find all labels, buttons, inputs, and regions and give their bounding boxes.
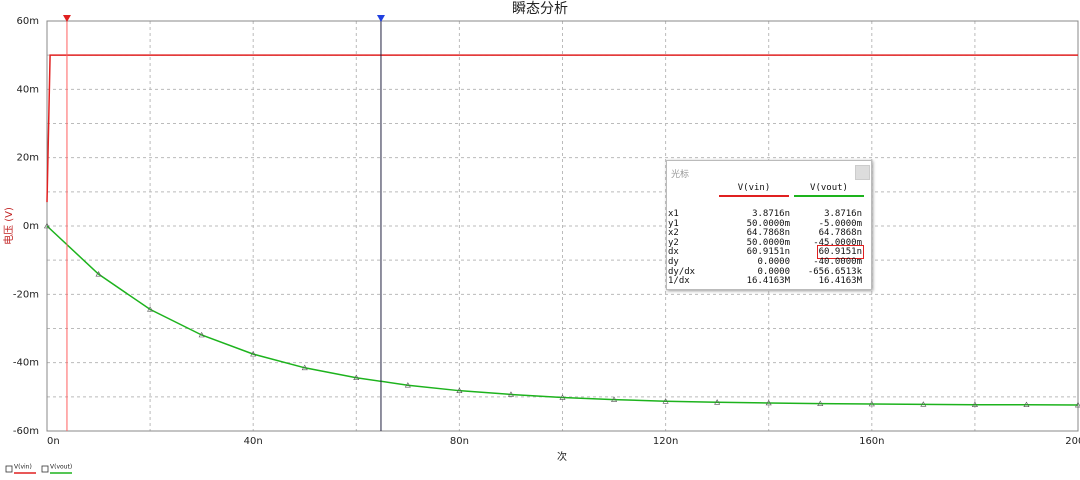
- panel-row: dy/dx 0.0000 -656.6513k: [668, 267, 868, 277]
- point-marker: [714, 399, 721, 405]
- panel-row: x2 64.7868n 64.7868n: [668, 228, 868, 238]
- x-tick-label: 200n: [1065, 436, 1080, 447]
- cell-value: -45.0000m: [813, 237, 862, 248]
- panel-row: y1 50.0000m -5.0000m: [668, 219, 868, 229]
- close-button[interactable]: [855, 165, 870, 180]
- cell-value: 64.7868n: [818, 228, 862, 239]
- point-marker: [817, 400, 824, 406]
- series-line: [46, 225, 1079, 406]
- y-tick-label: 60m: [17, 16, 39, 27]
- header-text: V(vout): [810, 183, 848, 193]
- cell-value: 3.8716n: [824, 209, 862, 219]
- cell-value: 60.9151n: [746, 247, 790, 258]
- cell-value: -40.0000m: [813, 257, 862, 267]
- point-marker: [971, 401, 978, 407]
- row-label: dy: [668, 257, 679, 267]
- point-marker: [147, 306, 154, 312]
- row-label: y2: [668, 237, 679, 248]
- y-tick-label: -40m: [13, 358, 39, 369]
- point-marker: [920, 401, 927, 407]
- cell-value: 0.0000: [757, 257, 790, 267]
- column-header: V(vout): [794, 183, 864, 197]
- y-tick-label: -60m: [13, 426, 39, 437]
- panel-row: dy 0.0000 -40.0000m: [668, 257, 868, 267]
- x-tick-label: 120n: [653, 436, 678, 447]
- column-header: V(vin): [719, 183, 789, 197]
- cell-value: 16.4163M: [818, 276, 862, 287]
- point-marker: [765, 399, 772, 406]
- legend-label: V(vout): [50, 464, 72, 471]
- point-marker: [198, 331, 205, 338]
- point-marker: [353, 374, 360, 380]
- point-marker: [95, 271, 102, 277]
- cell-value: 3.8716n: [752, 209, 790, 219]
- chart-title: 瞬态分析: [512, 1, 568, 17]
- cursor-panel[interactable]: 光标 V(vin) V(vout) x1 3.8716n 3.8716n y1 50.0…: [666, 160, 872, 290]
- point-marker: [559, 394, 566, 400]
- point-marker: [662, 398, 669, 404]
- cell-value: 64.7868n: [746, 228, 790, 239]
- panel-row: x1 3.8716n 3.8716n: [668, 209, 868, 219]
- y-tick-label: -20m: [13, 289, 39, 300]
- cell-value: -5.0000m: [818, 218, 862, 229]
- x-axis-label: 次: [557, 450, 567, 463]
- cursor-handle: [376, 15, 385, 22]
- point-marker: [507, 391, 514, 397]
- cell-value: 50.0000m: [746, 218, 790, 229]
- panel-row: dx 60.9151n 60.9151n: [668, 245, 868, 260]
- cell-value: 50.0000m: [746, 237, 790, 248]
- row-label: dy/dx: [668, 266, 696, 277]
- x-tick-label: 80n: [450, 436, 469, 447]
- point-marker: [250, 351, 257, 357]
- row-label: x1: [668, 209, 679, 219]
- legend-checkbox: [5, 465, 13, 473]
- y-tick-label: 0m: [23, 221, 39, 232]
- point-marker: [611, 396, 618, 402]
- point-marker: [301, 364, 308, 371]
- point-marker: [43, 222, 51, 229]
- panel-row: 1/dx 16.4163M 16.4163M: [668, 276, 868, 286]
- point-marker: [1023, 401, 1030, 407]
- cursor-handle: [62, 15, 71, 22]
- row-label: y1: [668, 218, 679, 229]
- header-swatch: [794, 195, 864, 197]
- cell-value: -656.6513k: [807, 266, 862, 277]
- header-swatch: [719, 195, 789, 197]
- series-line: [46, 54, 1078, 203]
- row-label: x2: [668, 228, 679, 239]
- legend-label: V(vin): [14, 464, 32, 471]
- point-marker: [1074, 401, 1080, 408]
- x-tick-label: 160n: [859, 436, 884, 447]
- x-tick-label: 40n: [244, 436, 263, 447]
- point-marker: [456, 387, 463, 393]
- point-marker: [404, 382, 411, 388]
- legend-checkbox: [41, 465, 49, 473]
- header-text: V(vin): [737, 183, 771, 193]
- y-axis-label: 电压 (V): [2, 207, 15, 245]
- y-tick-label: 20m: [17, 153, 39, 164]
- y-tick-label: 40m: [17, 84, 39, 95]
- cell-value: 16.4163M: [746, 276, 790, 287]
- cell-value: 60.9151n: [816, 245, 865, 260]
- row-label: 1/dx: [668, 276, 690, 287]
- panel-row: y2 50.0000m -45.0000m: [668, 238, 868, 248]
- row-label: dx: [668, 247, 679, 258]
- panel-title: 光标: [671, 170, 690, 180]
- x-tick-label: 0n: [47, 436, 60, 447]
- point-marker: [868, 400, 875, 407]
- cell-value: 0.0000: [757, 266, 790, 277]
